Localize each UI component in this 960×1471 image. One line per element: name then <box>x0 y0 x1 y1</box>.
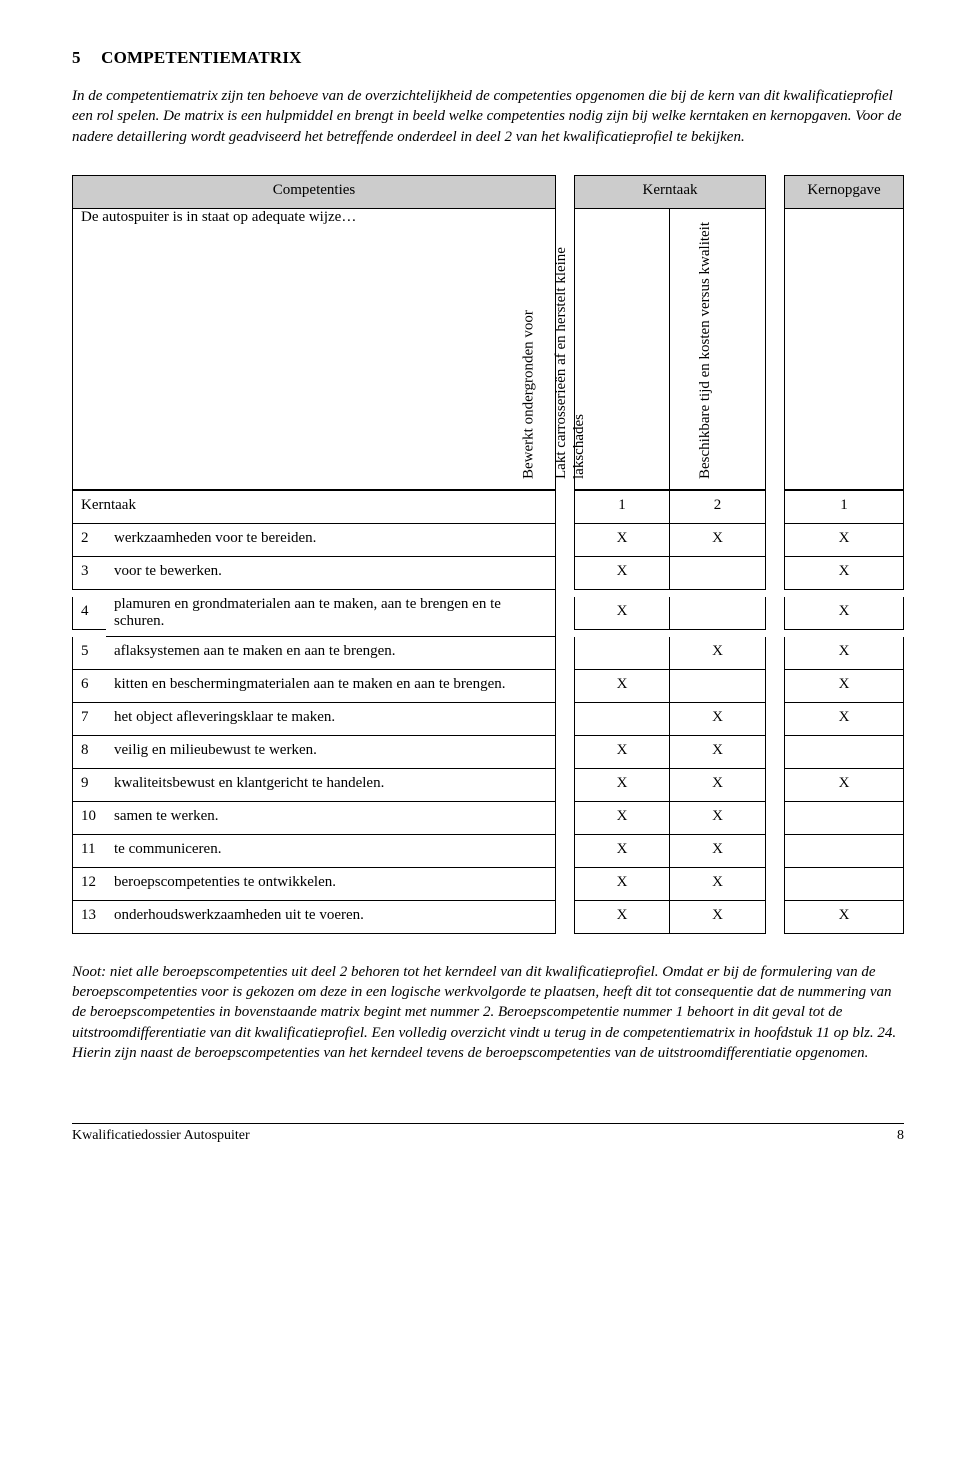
row-description: samen te werken. <box>106 802 556 835</box>
row-o1 <box>784 868 904 901</box>
row-number: 5 <box>72 637 106 670</box>
row-k1: X <box>574 670 670 703</box>
kerntaak-row-label: Kerntaak <box>72 490 556 524</box>
row-description: onderhoudswerkzaamheden uit te voeren. <box>106 901 556 934</box>
table-row: 6kitten en beschermingmaterialen aan te … <box>72 670 904 703</box>
row-o1 <box>784 802 904 835</box>
competency-matrix-table: Competenties Kerntaak Kernopgave De auto… <box>72 175 904 934</box>
table-row: 12beroepscompetenties te ontwikkelen. XX <box>72 868 904 901</box>
kerntaak-col-2-label: Lakt carrosserieën af en herstelt kleine… <box>552 219 588 479</box>
section-number: 5 <box>72 48 81 67</box>
table-row: 5aflaksystemen aan te maken en aan te br… <box>72 637 904 670</box>
kernopgave-col-1-label: Beschikbare tijd en kosten versus kwalit… <box>696 219 714 479</box>
table-row: 8veilig en milieubewust te werken. XX <box>72 736 904 769</box>
row-number: 11 <box>72 835 106 868</box>
row-k2: X <box>670 524 766 557</box>
table-row: 4plamuren en grondmaterialen aan te make… <box>72 590 904 637</box>
row-description: kwaliteitsbewust en klantgericht te hand… <box>106 769 556 802</box>
table-row: 3voor te bewerken. X X <box>72 557 904 590</box>
row-number: 6 <box>72 670 106 703</box>
row-k1 <box>574 637 670 670</box>
row-k2 <box>670 597 766 630</box>
row-number: 10 <box>72 802 106 835</box>
row-number: 8 <box>72 736 106 769</box>
row-number: 12 <box>72 868 106 901</box>
row-k1 <box>574 703 670 736</box>
footnote-paragraph: Noot: niet alle beroepscompetenties uit … <box>72 962 904 1063</box>
row-k2: X <box>670 703 766 736</box>
kerntaak-col-2-header: Lakt carrosserieën af en herstelt kleine… <box>670 209 766 490</box>
row-description: veilig en milieubewust te werken. <box>106 736 556 769</box>
row-number: 13 <box>72 901 106 934</box>
row-k1: X <box>574 868 670 901</box>
row-k1: X <box>574 802 670 835</box>
row-description: plamuren en grondmaterialen aan te maken… <box>106 590 556 637</box>
row-o1: X <box>784 703 904 736</box>
row-number: 7 <box>72 703 106 736</box>
header-competenties: Competenties <box>72 175 556 209</box>
row-o1 <box>784 736 904 769</box>
intro-paragraph: In de competentiematrix zijn ten behoeve… <box>72 86 904 147</box>
row-o1: X <box>784 769 904 802</box>
row-k2: X <box>670 802 766 835</box>
table-row: 2werkzaamheden voor te bereiden.XXX <box>72 524 904 557</box>
row-k2: X <box>670 901 766 934</box>
footer-left: Kwalificatiedossier Autospuiter <box>72 1128 250 1144</box>
row-k2 <box>670 670 766 703</box>
adequate-cell: De autospuiter is in staat op adequate w… <box>72 209 556 490</box>
row-o1: X <box>784 637 904 670</box>
row-k1: X <box>574 597 670 630</box>
page-footer: Kwalificatiedossier Autospuiter 8 <box>72 1123 904 1144</box>
kernopgave-col-1-header: Beschikbare tijd en kosten versus kwalit… <box>784 209 904 490</box>
kerntaak-number-row: Kerntaak 1 2 1 <box>72 490 904 524</box>
row-o1: X <box>784 557 904 590</box>
row-o1: X <box>784 901 904 934</box>
row-k1: X <box>574 736 670 769</box>
kerntaak-col-1-header: Bewerkt ondergronden voor <box>574 209 670 490</box>
footer-page-number: 8 <box>897 1128 904 1144</box>
row-k2: X <box>670 736 766 769</box>
row-description: het object afleveringsklaar te maken. <box>106 703 556 736</box>
table-row: 9kwaliteitsbewust en klantgericht te han… <box>72 769 904 802</box>
header-kernopgave: Kernopgave <box>784 175 904 209</box>
row-k1: X <box>574 769 670 802</box>
matrix-header-row: Competenties Kerntaak Kernopgave <box>72 175 904 209</box>
row-description: kitten en beschermingmaterialen aan te m… <box>106 670 556 703</box>
row-k1: X <box>574 557 670 590</box>
row-k2 <box>670 557 766 590</box>
row-o1 <box>784 835 904 868</box>
row-number: 3 <box>72 557 106 590</box>
row-k2: X <box>670 835 766 868</box>
row-k2: X <box>670 769 766 802</box>
row-description: voor te bewerken. <box>106 557 556 590</box>
kerntaak-col-1-label: Bewerkt ondergronden voor <box>520 310 538 479</box>
row-o1: X <box>784 524 904 557</box>
row-number: 2 <box>72 524 106 557</box>
row-number: 4 <box>72 597 106 630</box>
header-kerntaak: Kerntaak <box>574 175 766 209</box>
row-k2: X <box>670 637 766 670</box>
row-description: te communiceren. <box>106 835 556 868</box>
kernopgave-num-1: 1 <box>784 490 904 524</box>
kerntaak-num-1: 1 <box>574 490 670 524</box>
table-row: 10samen te werken. XX <box>72 802 904 835</box>
table-row: 13onderhoudswerkzaamheden uit te voeren.… <box>72 901 904 934</box>
row-description: aflaksystemen aan te maken en aan te bre… <box>106 637 556 670</box>
adequate-label: De autospuiter is in staat op adequate w… <box>81 209 356 225</box>
row-k1: X <box>574 835 670 868</box>
section-title: COMPETENTIEMATRIX <box>101 48 302 67</box>
row-o1: X <box>784 597 904 630</box>
row-description: beroepscompetenties te ontwikkelen. <box>106 868 556 901</box>
table-row: 7het object afleveringsklaar te maken. XX <box>72 703 904 736</box>
row-k1: X <box>574 524 670 557</box>
kerntaak-num-2: 2 <box>670 490 766 524</box>
row-k1: X <box>574 901 670 934</box>
row-k2: X <box>670 868 766 901</box>
table-row: 11te communiceren. XX <box>72 835 904 868</box>
section-heading: 5 COMPETENTIEMATRIX <box>72 48 904 68</box>
row-o1: X <box>784 670 904 703</box>
row-description: werkzaamheden voor te bereiden. <box>106 524 556 557</box>
row-number: 9 <box>72 769 106 802</box>
matrix-label-row: De autospuiter is in staat op adequate w… <box>72 209 904 490</box>
